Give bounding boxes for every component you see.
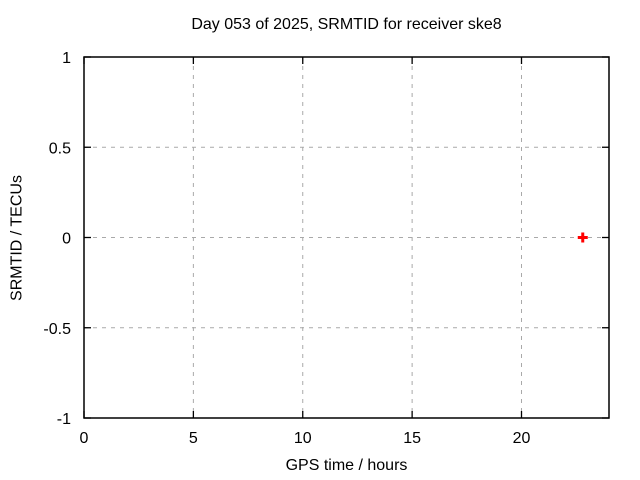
x-tick-label: 5 xyxy=(189,430,198,447)
plot-border xyxy=(83,56,610,419)
y-tick-label: -1 xyxy=(57,411,71,428)
x-tick-label: 20 xyxy=(513,430,531,447)
x-tick-label: 10 xyxy=(294,430,312,447)
y-tick-label: 0.5 xyxy=(49,140,71,157)
plot-title: Day 053 of 2025, SRMTID for receiver ske… xyxy=(191,16,502,33)
x-tick-label: 0 xyxy=(80,430,89,447)
x-tick-label: 15 xyxy=(403,430,421,447)
x-axis-label: GPS time / hours xyxy=(285,457,408,474)
y-tick-label: 1 xyxy=(62,50,71,67)
y-tick-label: 0 xyxy=(62,231,71,248)
y-tick-label: -0.5 xyxy=(43,321,71,338)
